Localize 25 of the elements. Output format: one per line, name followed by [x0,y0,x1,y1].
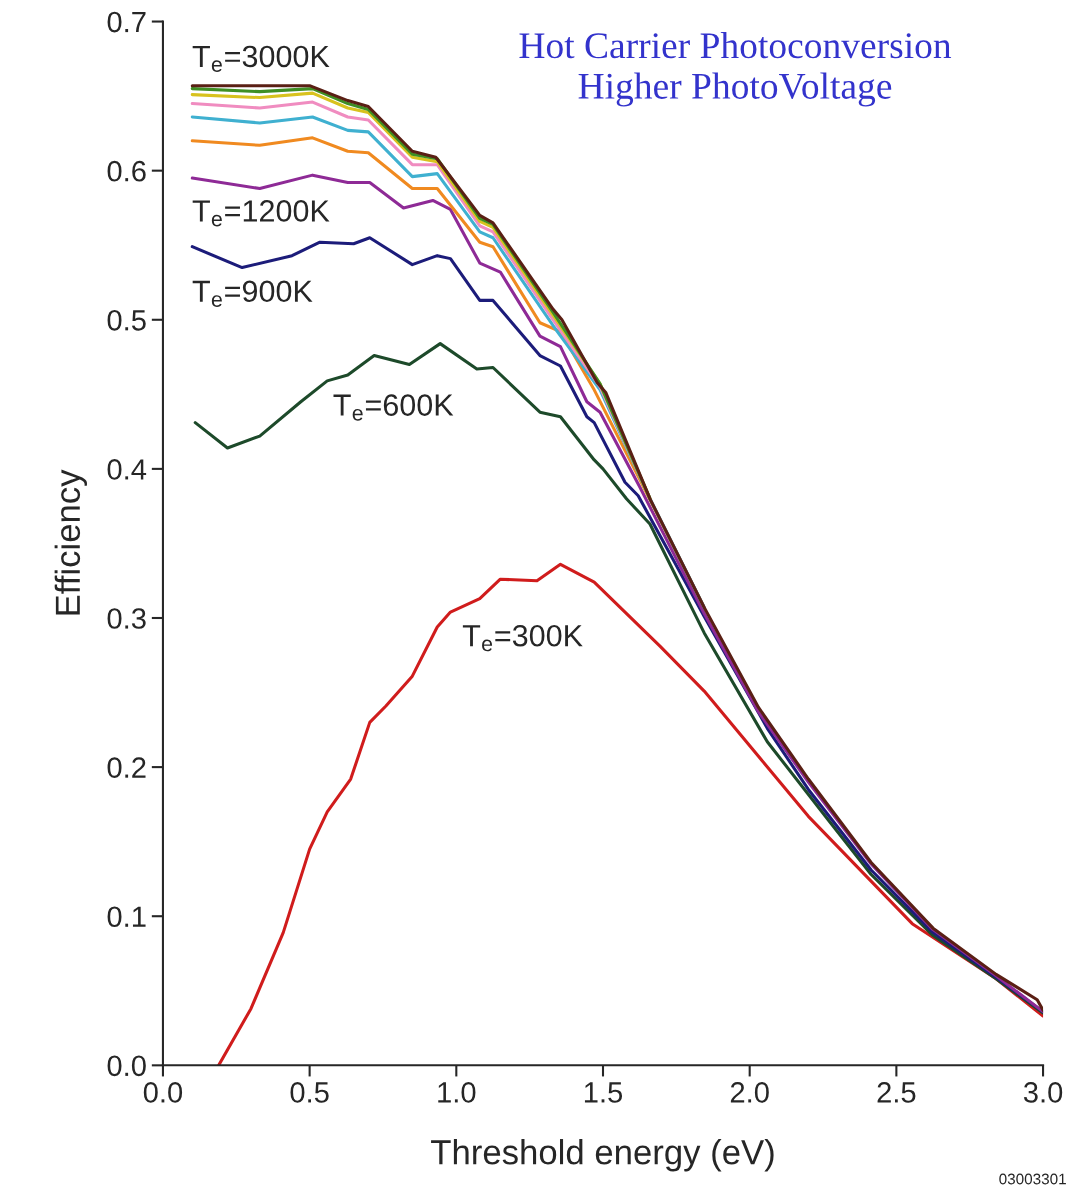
x-tick-label: 2.0 [730,1082,769,1103]
annotation: T$_{e}$=300K [462,624,583,652]
x-axis-title: Threshold energy (eV) [431,1139,774,1172]
x-tick-label: 2.5 [877,1082,916,1103]
y-tick-label: 0.5 [107,309,146,331]
text: 03003301 [999,1173,1066,1185]
text: Hot Carrier Photoconversion Higher PhotoVoltage [519,31,952,107]
x-tick-label: 0.0 [143,1082,183,1103]
x-tick-label: 1.5 [584,1082,623,1103]
y-tick-label: 0.4 [107,459,147,480]
line-series [217,562,1044,1066]
y-tick-label: 0.6 [107,160,146,182]
y-tick-label: 0.2 [107,757,146,778]
annotation: T$_{e}$=900K [192,280,313,307]
y-tick-label: 0.1 [107,906,146,928]
x-tick-label: 0.5 [290,1082,329,1103]
annotation: T$_{e}$=600K [333,394,454,421]
y-tick-label: 0.0 [107,1055,146,1077]
x-tick-label: 3.0 [1023,1082,1063,1103]
x-tick-label: 1.0 [438,1082,476,1103]
y-axis-title: Efficiency [54,469,87,615]
annotation: T$_{e}$=1200K [192,200,330,227]
annotation: T$_{e}$=3000K [192,45,330,73]
y-tick-label: 0.3 [107,608,146,629]
y-tick-label: 0.7 [107,11,146,33]
